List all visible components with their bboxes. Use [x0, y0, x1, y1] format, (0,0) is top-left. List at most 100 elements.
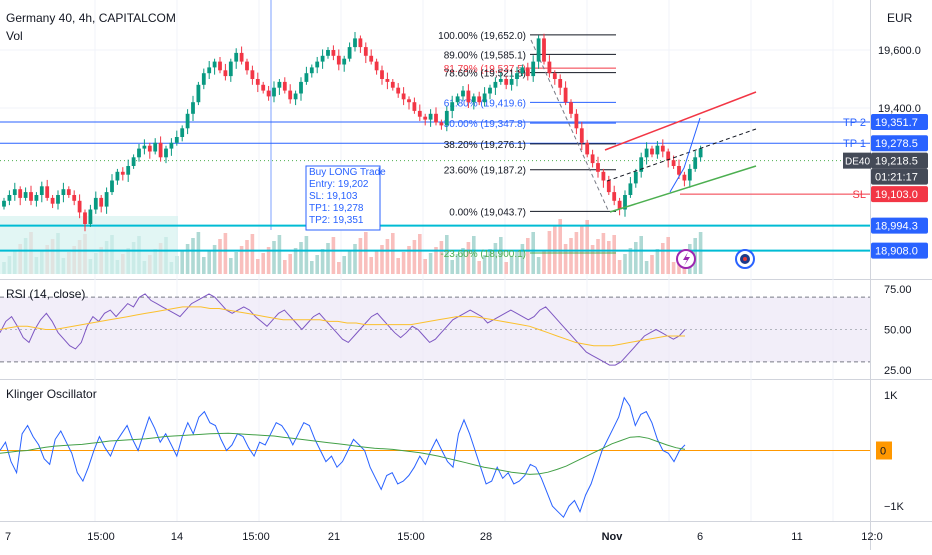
- volume-bar: [655, 249, 660, 274]
- volume-bar: [191, 238, 195, 274]
- klinger-zero-tag: [876, 441, 892, 460]
- candle-body: [439, 122, 444, 126]
- trade-entry: Entry: 19,202: [309, 179, 369, 190]
- candle-body: [428, 113, 433, 120]
- rsi-label: RSI (14, close): [6, 287, 85, 301]
- volume-bar: [601, 233, 606, 274]
- candle-body: [374, 61, 379, 71]
- volume-bar: [644, 261, 649, 274]
- volume-bar: [369, 257, 373, 274]
- price-tick-label: 19,400.0: [878, 103, 921, 115]
- candle-body: [347, 47, 352, 59]
- volume-bar: [445, 235, 449, 274]
- candle-body: [29, 192, 33, 201]
- trade-tp1: TP1: 19,278: [309, 203, 364, 214]
- currency-label[interactable]: EUR: [887, 11, 913, 25]
- volume-bar: [536, 257, 541, 274]
- volume-bar: [196, 232, 201, 274]
- fib-level-label: 38.20% (19,276.1): [444, 140, 526, 151]
- price-tag: [871, 152, 928, 169]
- volume-bar: [439, 241, 444, 274]
- volume-bar: [391, 233, 395, 274]
- volume-bar: [585, 220, 589, 274]
- volume-bar: [353, 244, 357, 274]
- candle-body: [639, 157, 644, 172]
- volume-bar: [331, 237, 336, 274]
- channel-upper-line: [604, 91, 757, 151]
- candle-body: [282, 81, 287, 91]
- candle-body: [574, 113, 579, 129]
- time-tick-label: 15:00: [87, 531, 115, 543]
- volume-bar: [250, 234, 255, 274]
- candle-body: [450, 102, 455, 111]
- candle-body: [466, 90, 471, 103]
- candle-body: [342, 58, 347, 65]
- volume-bar: [698, 232, 703, 274]
- flag-event-icon[interactable]: [735, 249, 755, 269]
- level-side-label: TP 2: [843, 117, 866, 129]
- volume-bar: [407, 246, 411, 274]
- symbol-tag: [843, 152, 871, 169]
- candle-body: [558, 79, 563, 88]
- volume-bar: [520, 244, 525, 274]
- volume-bar: [223, 233, 228, 274]
- candle-body: [520, 67, 525, 74]
- volume-bar: [639, 236, 643, 274]
- candle-body: [18, 189, 23, 198]
- rsi-line: [0, 293, 686, 366]
- price-tag-value: 19,218.5: [875, 156, 918, 168]
- candle-body: [299, 81, 303, 94]
- time-tick-label: Nov: [602, 531, 624, 543]
- candle-body: [606, 180, 611, 193]
- candle-body: [563, 87, 568, 103]
- volume-bar: [234, 252, 238, 274]
- level-side-label: SL: [853, 189, 866, 201]
- channel-lower-line: [609, 165, 757, 213]
- volume-bar: [261, 253, 265, 274]
- trend-channel: [604, 91, 757, 213]
- volume-bar: [461, 248, 465, 274]
- candle-body: [245, 61, 249, 71]
- fib-level-label: 0.00% (19,043.7): [449, 207, 526, 218]
- candle-body: [628, 183, 633, 195]
- candle-body: [7, 195, 12, 201]
- candle-body: [331, 50, 336, 56]
- candle-body: [272, 87, 276, 97]
- volume-bar: [202, 257, 206, 274]
- volume-bar: [623, 254, 627, 274]
- volume-bar: [423, 259, 427, 274]
- price-tag-value: 18,994.3: [875, 221, 918, 233]
- candle-body: [255, 79, 260, 85]
- rsi-ma-line: [0, 306, 685, 347]
- candle-body: [671, 160, 676, 166]
- trade-tp2: TP2: 19,351: [309, 215, 364, 226]
- candle-body: [666, 151, 671, 161]
- volume-bar: [315, 255, 319, 274]
- volume-bar: [526, 238, 530, 274]
- price-tag: [871, 114, 928, 131]
- fib-trend-line: [530, 39, 609, 211]
- time-tick-label: 21: [328, 531, 340, 543]
- volume-bar: [396, 258, 400, 274]
- lightning-icon[interactable]: [676, 249, 696, 269]
- candle-body: [56, 195, 60, 204]
- volume-bar: [256, 259, 260, 274]
- candle-body: [228, 61, 233, 77]
- trade-title: Buy LONG Trade: [309, 167, 386, 178]
- candle-body: [315, 61, 320, 68]
- candle-body: [66, 189, 71, 195]
- time-tick-label: 6: [697, 531, 703, 543]
- candle-body: [277, 81, 282, 88]
- time-tick-label: 28: [480, 531, 492, 543]
- price-tag: [871, 217, 928, 234]
- volume-bar: [180, 250, 184, 274]
- volume-bar: [212, 245, 217, 274]
- volume-bar: [428, 253, 433, 274]
- volume-bar: [320, 249, 325, 274]
- volume-bar: [596, 239, 600, 274]
- candle-body: [482, 93, 487, 103]
- candle-body: [536, 38, 541, 62]
- candle-body: [288, 90, 293, 100]
- volume-bar: [488, 249, 492, 274]
- candle-body: [77, 200, 82, 213]
